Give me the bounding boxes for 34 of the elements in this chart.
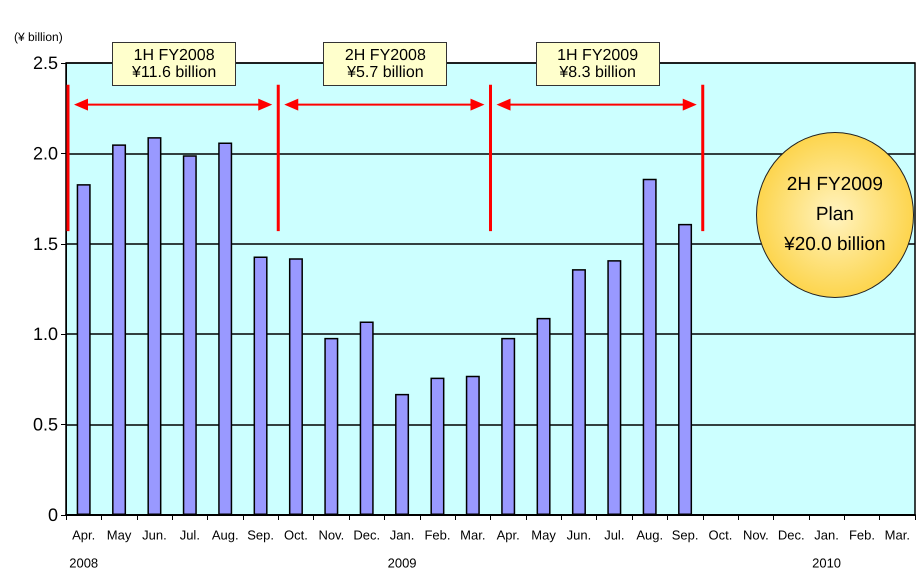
x-tick-label: Sep. (247, 528, 274, 542)
x-tick-label: Jun. (566, 528, 592, 542)
x-tick-label: Mar. (884, 528, 910, 542)
y-tick-label: 0.5 (32, 414, 58, 435)
annotation: 1H FY2009 ¥8.3 billion (536, 42, 660, 86)
x-tick-label: Apr. 2008 (69, 528, 98, 570)
x-tick-label: Mar. (460, 528, 486, 542)
x-tick-label: Feb. (424, 528, 450, 542)
x-tick-label: Oct. (284, 528, 308, 542)
x-tick-label: May (106, 528, 132, 542)
y-tick-label: 1.0 (32, 324, 58, 344)
x-tick-label: Feb. (848, 528, 875, 542)
y-axis-title: (¥ billion) (14, 30, 63, 44)
x-tick-label: Oct. (708, 528, 732, 542)
x-tick-label: Aug. (212, 528, 239, 542)
annotation: 1H FY2008 ¥11.6 billion (112, 42, 236, 86)
x-tick-label: Jan. 2010 (812, 528, 842, 570)
x-tick-label: Nov. (318, 528, 344, 542)
annotation: 2H FY2008 ¥5.7 billion (323, 42, 448, 86)
x-tick-label: May (531, 528, 556, 542)
y-tick-label: 2.0 (32, 143, 58, 164)
x-tick-label: Dec. (778, 528, 805, 542)
x-tick-label: Jul. (604, 528, 624, 542)
x-tick-label: Jan. 2009 (388, 528, 417, 570)
x-tick-label: Nov. (742, 528, 769, 542)
x-tick-label: Jun. (142, 528, 167, 542)
x-tick-label: Apr. (496, 528, 520, 542)
y-tick-label: 1.5 (32, 234, 58, 254)
x-tick-label: Jul. (180, 528, 200, 542)
x-tick-label: Sep. (672, 528, 698, 542)
y-tick-label: 0 (48, 505, 58, 525)
x-tick-label: Dec. (353, 528, 380, 542)
x-tick-label: Aug. (636, 528, 664, 542)
y-tick-label: 2.5 (32, 53, 58, 73)
